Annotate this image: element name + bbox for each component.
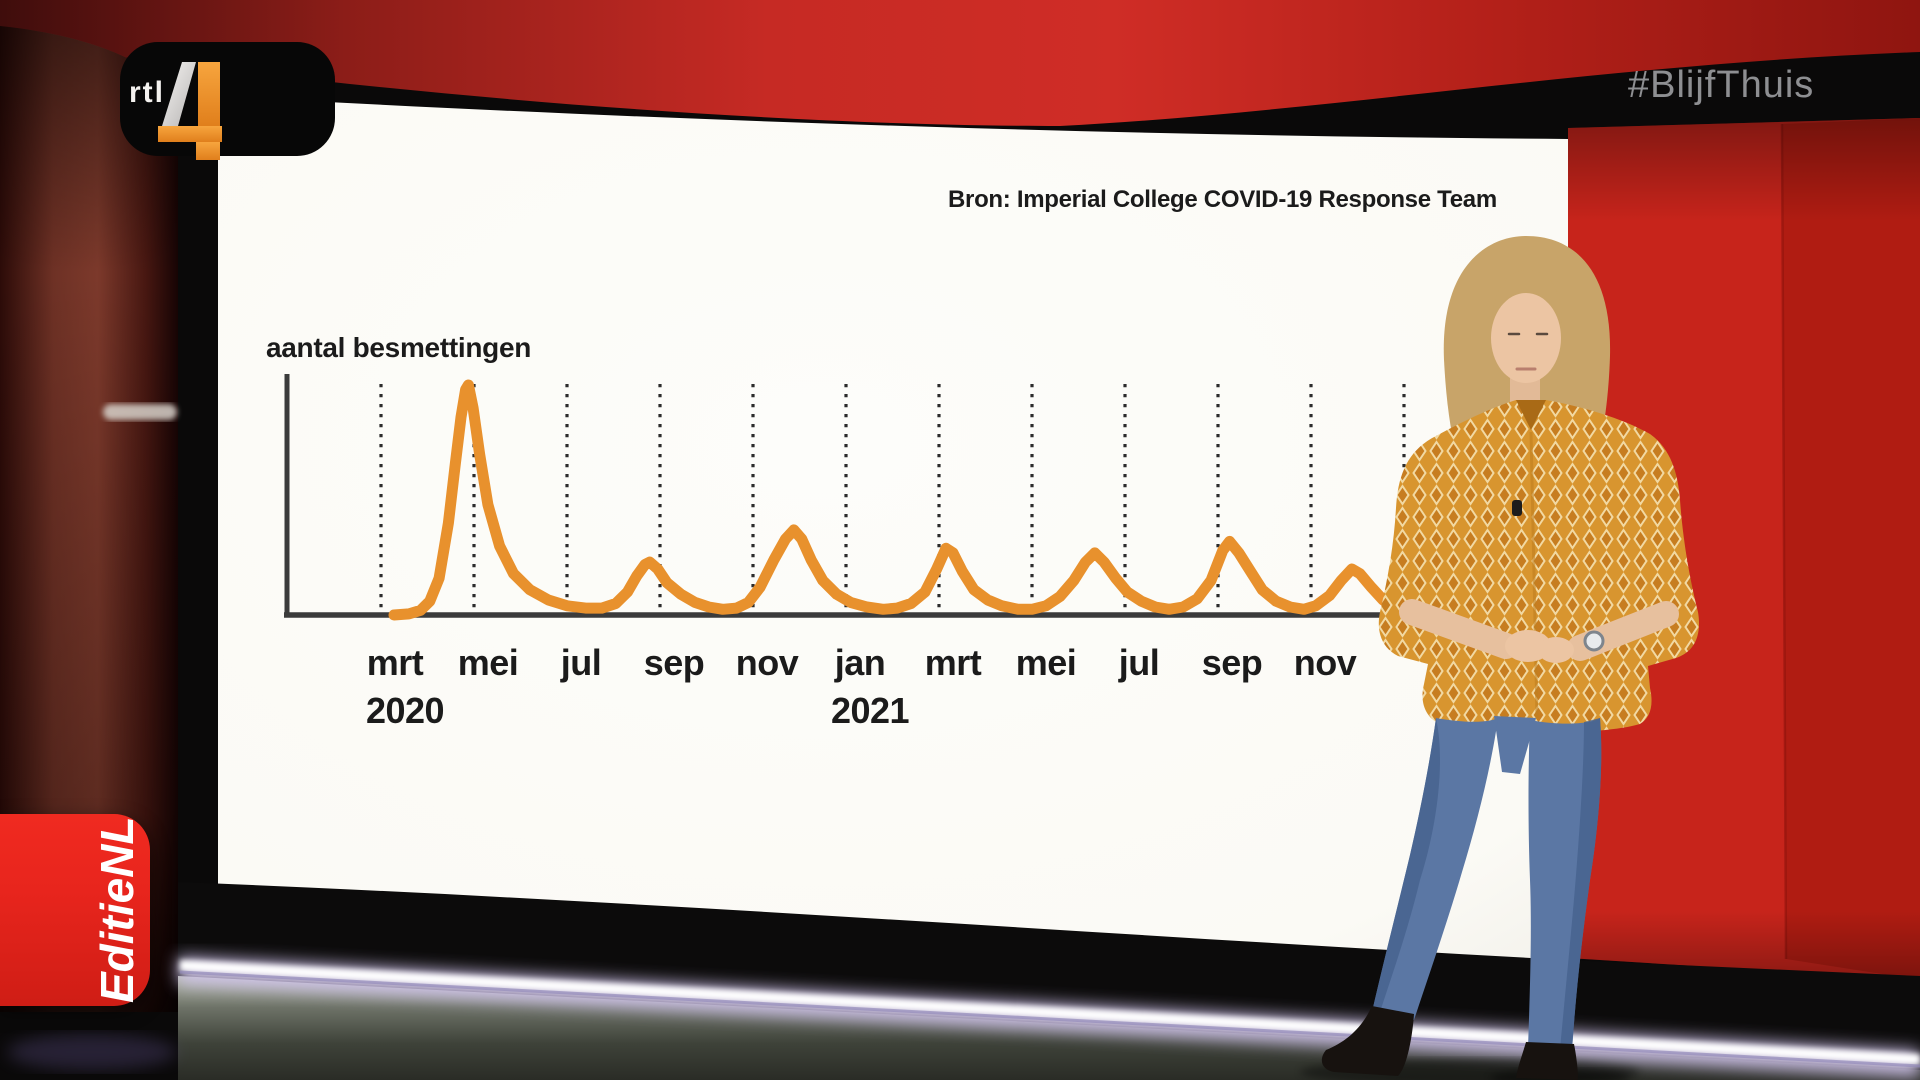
x-tick-label: sep [643, 642, 705, 683]
rtl4-logo [120, 42, 335, 160]
y-axis-label: aantal besmettingen [266, 332, 532, 363]
editienl-logo: EditieNL [0, 814, 150, 1006]
studio-top-red-band [0, 0, 1920, 126]
presenter-hand-2 [1538, 637, 1574, 663]
x-tick-label: jul [560, 642, 602, 683]
editienl-logo-text: EditieNL [91, 816, 143, 1004]
rtl-channel-text: rtl [129, 76, 165, 109]
x-tick-label: nov [735, 642, 799, 683]
floor-light-strip [180, 960, 1920, 1065]
blouse-collar [1516, 400, 1546, 430]
chart-source: Bron: Imperial College COVID-19 Response… [948, 186, 1497, 213]
blouse-placket [1529, 431, 1539, 719]
floor-purple-reflection [7, 1034, 177, 1070]
x-tick-label: mrt [366, 642, 424, 683]
x-tick-label: mei [1015, 642, 1077, 683]
x-tick-label: nov [1293, 642, 1357, 683]
x-tick-label: jan [834, 642, 886, 683]
x-tick-label: jul [1118, 642, 1160, 683]
wristwatch [1583, 630, 1605, 652]
wall-light-reflection [103, 404, 177, 420]
infections-curve [388, 379, 1412, 621]
presenter-forearm-left [1399, 599, 1519, 659]
hashtag-overlay: #BlijfThuis [1628, 64, 1815, 106]
presenter-hair-fringe [1491, 269, 1562, 326]
year-label: 2020 [365, 690, 445, 731]
video-wall-screen [218, 96, 1568, 963]
presenter-boot-right [1516, 1042, 1578, 1080]
presenter-face [1491, 293, 1561, 383]
presenter-jeans [1372, 716, 1602, 1050]
light-strip-seam [179, 970, 1920, 1068]
rtl4-number-icon [158, 62, 222, 160]
x-tick-label: sep [1201, 642, 1263, 683]
video-wall-bottom-bezel [178, 882, 1920, 1054]
clip-microphone [1512, 500, 1522, 516]
left-wall-shading [0, 26, 178, 1012]
x-tick-label: mei [457, 642, 519, 683]
presenter-blouse [1378, 400, 1700, 733]
presenter-boot-left [1321, 1006, 1414, 1076]
x-tick-label: mrt [924, 642, 982, 683]
red-panel-shading [1568, 118, 1920, 980]
year-label: 2021 [830, 690, 910, 731]
